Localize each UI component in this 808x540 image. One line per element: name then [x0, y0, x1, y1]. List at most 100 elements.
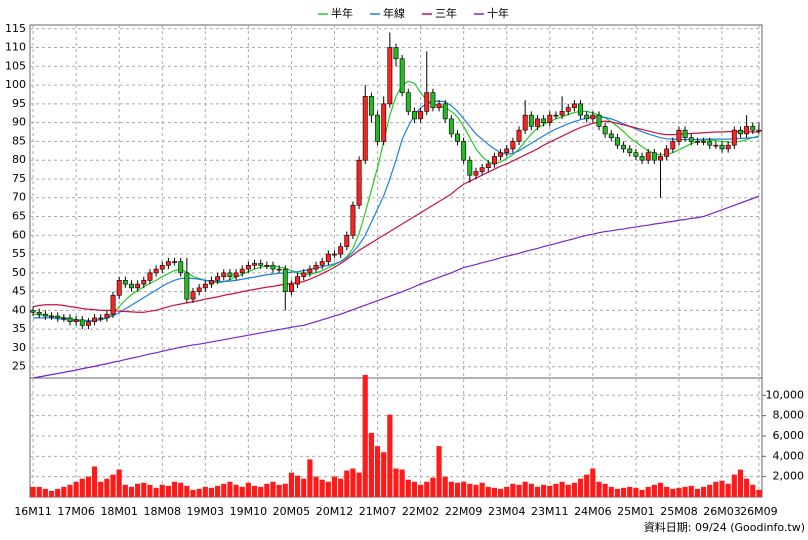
volume-bar [399, 469, 405, 497]
volume-bar [128, 486, 135, 497]
candle-body [651, 152, 657, 161]
y-tick-label: 70 [12, 191, 26, 204]
y-tick-label: 95 [12, 97, 26, 110]
candle-body [516, 129, 522, 142]
x-tick-label: 20M12 [316, 505, 354, 518]
candle-body [252, 263, 257, 266]
candle-body [202, 283, 208, 289]
volume-bar [387, 414, 393, 497]
volume-bar [448, 481, 454, 497]
candle-body [356, 159, 362, 206]
candle-body [98, 317, 104, 320]
candle-body [233, 272, 239, 277]
volume-bar [504, 486, 510, 497]
volume-bar [42, 488, 48, 497]
candle-body [498, 152, 504, 157]
volume-bar [621, 487, 627, 497]
volume-bar [368, 432, 374, 497]
volume-bar [165, 485, 171, 497]
y-tick-label: 100 [5, 78, 26, 91]
candle-body [49, 315, 54, 318]
y-tick-label: 110 [5, 41, 26, 54]
volume-bar [98, 481, 104, 497]
candle-body [344, 234, 350, 247]
y-tick-label: 45 [12, 285, 26, 298]
candle-body [412, 111, 417, 120]
y-tick-label: 115 [5, 22, 26, 35]
candle-body [85, 321, 91, 326]
y2-tick-label: 4,000 [773, 449, 805, 462]
x-tick-label: 25M08 [660, 505, 698, 518]
x-tick-label: 26M09 [740, 505, 778, 518]
volume-bar [436, 446, 442, 497]
ma-line [33, 100, 759, 322]
x-tick-label: 19M10 [230, 505, 268, 518]
volume-bar [393, 468, 399, 497]
volume-bar [184, 485, 190, 497]
volume-bar [596, 481, 602, 497]
volume-bar [61, 486, 67, 497]
y2-tick-label: 2,000 [773, 470, 805, 483]
volume-bar [276, 484, 282, 497]
volume-bar [411, 481, 418, 497]
candle-body [42, 313, 48, 317]
volume-bar [85, 476, 92, 497]
candle-body [504, 148, 510, 153]
volume-bar [750, 484, 756, 497]
y-tick-label: 40 [12, 303, 26, 316]
volume-bar [251, 485, 258, 497]
volume-bar [485, 486, 491, 497]
volume-bar [559, 481, 565, 497]
candle-body [670, 141, 676, 150]
y2-tick-label: 6,000 [773, 429, 805, 442]
volume-bar [491, 487, 498, 497]
volume-bar [110, 474, 116, 497]
volume-bar [528, 483, 534, 497]
candle-body [209, 280, 214, 285]
candle-body [694, 141, 700, 143]
candle-body [744, 126, 750, 135]
volume-bar [104, 478, 110, 497]
volume-bar [245, 482, 251, 497]
candle-body [325, 253, 331, 262]
candle-body [491, 156, 497, 165]
candle-body [461, 141, 467, 161]
y-tick-label: 75 [12, 172, 26, 185]
candle-body [442, 103, 448, 120]
y-tick-label: 35 [12, 322, 26, 335]
candle-body [467, 159, 473, 176]
volume-bar [442, 476, 448, 497]
candle-body [227, 272, 233, 277]
candle-body [129, 283, 134, 289]
volume-bar [55, 488, 61, 497]
volume-bar [418, 484, 424, 497]
candle-body [135, 283, 141, 289]
volume-bar [147, 484, 153, 497]
volume-bar [313, 476, 319, 497]
candle-body [559, 111, 565, 116]
candle-body [221, 272, 227, 277]
candle-body [522, 114, 528, 131]
candle-body [350, 204, 356, 236]
candle-body [719, 144, 725, 150]
volume-bar [670, 488, 676, 497]
candle-body [535, 118, 540, 127]
volume-bar [719, 480, 725, 497]
volume-bar [178, 482, 184, 497]
legend-label: 十年 [487, 6, 509, 20]
volume-bar [381, 452, 387, 497]
candle-body [571, 103, 577, 108]
volume-bar [116, 469, 122, 497]
candle-body [282, 268, 288, 292]
volume-bar [534, 486, 541, 497]
candle-body [159, 265, 165, 270]
volume-bar [48, 490, 55, 497]
candle-body [621, 144, 627, 150]
volume-bar [30, 486, 36, 497]
x-tick-label: 22M09 [445, 505, 483, 518]
x-tick-label: 24M06 [574, 505, 612, 518]
volume-bar [614, 488, 621, 497]
volume-bar [602, 483, 608, 497]
y-tick-label: 25 [12, 360, 26, 373]
volume-bar [571, 482, 577, 497]
